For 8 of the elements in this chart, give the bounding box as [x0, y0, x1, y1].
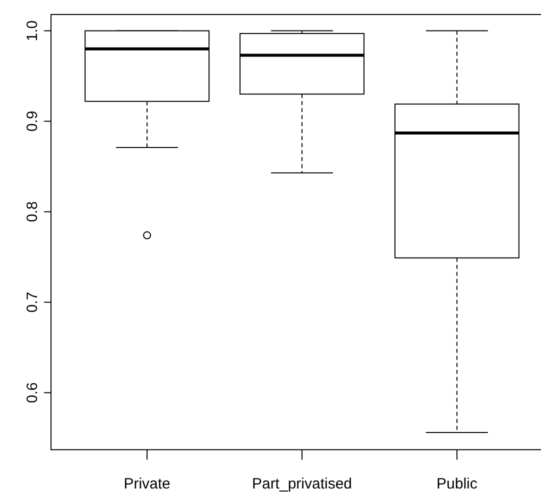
- y-tick-label: 0.7: [24, 292, 41, 313]
- x-tick-label: Private: [124, 476, 170, 492]
- x-tick-label: Part_privatised: [252, 476, 352, 492]
- y-tick-label: 0.8: [24, 201, 41, 222]
- y-tick-label: 0.6: [24, 382, 41, 404]
- x-tick-label: Public: [436, 476, 478, 492]
- y-tick-label: 1.0: [24, 20, 41, 42]
- y-tick-label: 0.9: [24, 110, 41, 132]
